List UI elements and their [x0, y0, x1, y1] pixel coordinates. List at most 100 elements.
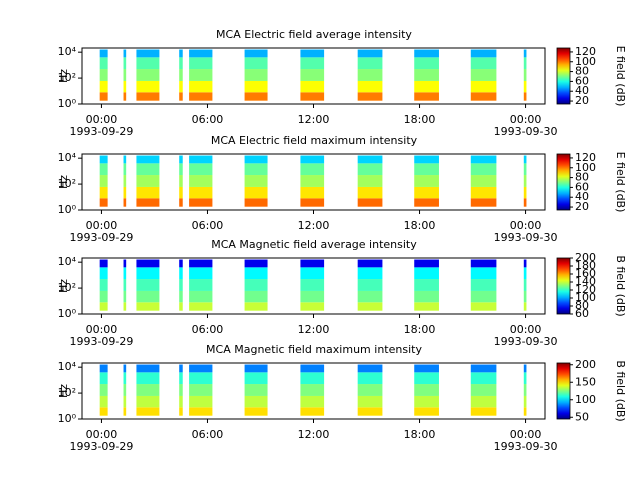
- spectrogram-cell: [179, 279, 183, 291]
- spectrogram-cell: [99, 175, 108, 187]
- chart-title: MCA Magnetic field average intensity: [211, 238, 417, 251]
- spectrogram-cell: [470, 279, 497, 291]
- spectrogram-cell: [357, 267, 383, 280]
- spectrogram-cell: [244, 364, 268, 373]
- colorbar-tick-label: 180: [575, 259, 596, 272]
- y-tick-label: 10⁴: [58, 255, 77, 268]
- spectrogram-cell: [470, 302, 497, 311]
- spectrogram-cell: [99, 259, 108, 268]
- spectrogram-cell: [244, 395, 268, 408]
- spectrogram-cell: [523, 69, 527, 81]
- spectrogram-cell: [189, 407, 213, 416]
- spectrogram-cell: [179, 92, 183, 101]
- spectrogram-cell: [99, 155, 108, 164]
- colorbar-tick-label: 120: [575, 45, 596, 58]
- spectrogram-cell: [523, 267, 527, 280]
- spectrogram-cell: [99, 69, 108, 81]
- spectrogram-cell: [179, 57, 183, 70]
- spectrogram-cell: [123, 92, 127, 101]
- spectrogram-cell: [136, 372, 160, 385]
- spectrogram-cell: [414, 186, 439, 199]
- spectrogram-cell: [523, 92, 527, 101]
- colorbar-label: B field (dB): [614, 255, 627, 316]
- colorbar-tick-label: 100: [575, 291, 596, 304]
- spectrogram-cell: [179, 395, 183, 408]
- spectrogram-cell: [414, 163, 439, 176]
- spectrogram-cell: [244, 175, 268, 187]
- spectrogram-cell: [300, 57, 325, 70]
- spectrogram-cell: [136, 80, 160, 93]
- colorbar-tick-label: 80: [575, 65, 589, 78]
- colorbar-tick-label: 100: [575, 161, 596, 174]
- x-tick-label: 00:00: [86, 113, 118, 126]
- spectrogram-cell: [99, 80, 108, 93]
- spectrogram-cell: [357, 69, 383, 81]
- spectrogram-cell: [189, 175, 213, 187]
- spectrogram-cell: [189, 163, 213, 176]
- spectrogram-cell: [300, 384, 325, 396]
- spectrogram-cell: [99, 302, 108, 311]
- spectrogram-cell: [414, 69, 439, 81]
- spectrogram-cell: [357, 175, 383, 187]
- spectrogram-cell: [470, 80, 497, 93]
- spectrogram-cell: [470, 198, 497, 207]
- spectrogram-cell: [300, 267, 325, 280]
- spectrogram-cell: [189, 302, 213, 311]
- x-tick-label: 00:00: [510, 113, 542, 126]
- spectrogram-cell: [136, 92, 160, 101]
- spectrogram-cell: [414, 290, 439, 303]
- colorbar-tick-label: 120: [575, 283, 596, 296]
- spectrogram-cell: [523, 49, 527, 58]
- spectrogram-cell: [136, 302, 160, 311]
- spectrogram-cell: [136, 198, 160, 207]
- spectrogram-cell: [136, 69, 160, 81]
- colorbar: [556, 47, 571, 105]
- spectrogram-cell: [123, 80, 127, 93]
- spectrogram-cell: [523, 155, 527, 164]
- spectrogram-cell: [136, 407, 160, 416]
- spectrogram-cell: [189, 57, 213, 70]
- spectrogram-cell: [523, 80, 527, 93]
- spectrogram-cell: [123, 290, 127, 303]
- x-tick-label: 00:00: [510, 323, 542, 336]
- spectrogram-cell: [470, 267, 497, 280]
- spectrogram-cell: [300, 302, 325, 311]
- spectrogram-cell: [244, 302, 268, 311]
- colorbar-tick-label: 100: [575, 55, 596, 68]
- spectrogram-cell: [414, 92, 439, 101]
- x-tick-label: 06:00: [192, 113, 224, 126]
- chart-title: MCA Electric field average intensity: [216, 28, 412, 41]
- spectrogram-cell: [414, 57, 439, 70]
- spectrogram-cell: [523, 372, 527, 385]
- spectrogram-cell: [99, 290, 108, 303]
- x-tick-label: 00:00: [86, 428, 118, 441]
- colorbar: [556, 257, 571, 315]
- spectrogram-cell: [470, 92, 497, 101]
- spectrogram-cell: [300, 49, 325, 58]
- colorbar-tick-label: 200: [575, 358, 596, 371]
- spectrogram-cell: [357, 198, 383, 207]
- spectrogram-cell: [99, 186, 108, 199]
- colorbar-tick-label: 60: [575, 180, 589, 193]
- spectrogram-cell: [523, 57, 527, 70]
- x-tick-label: 18:00: [404, 428, 436, 441]
- colorbar: [556, 153, 571, 211]
- x-tick-label: 00:00: [86, 323, 118, 336]
- spectrogram-cell: [523, 384, 527, 396]
- spectrogram-cell: [470, 49, 497, 58]
- spectrogram-cell: [99, 92, 108, 101]
- colorbar-tick-label: 150: [575, 375, 596, 388]
- spectrogram-cell: [357, 163, 383, 176]
- spectrogram-cell: [244, 384, 268, 396]
- spectrogram-cell: [189, 69, 213, 81]
- y-axis-label: Hz: [57, 279, 70, 293]
- spectrogram-cell: [123, 384, 127, 396]
- spectrogram-cell: [300, 290, 325, 303]
- spectrogram-cell: [357, 384, 383, 396]
- spectrogram-cell: [300, 198, 325, 207]
- spectrogram-cell: [414, 279, 439, 291]
- spectrogram-cell: [414, 267, 439, 280]
- x-date-label: 1993-09-29: [69, 335, 133, 348]
- y-tick-label: 10²: [58, 386, 76, 399]
